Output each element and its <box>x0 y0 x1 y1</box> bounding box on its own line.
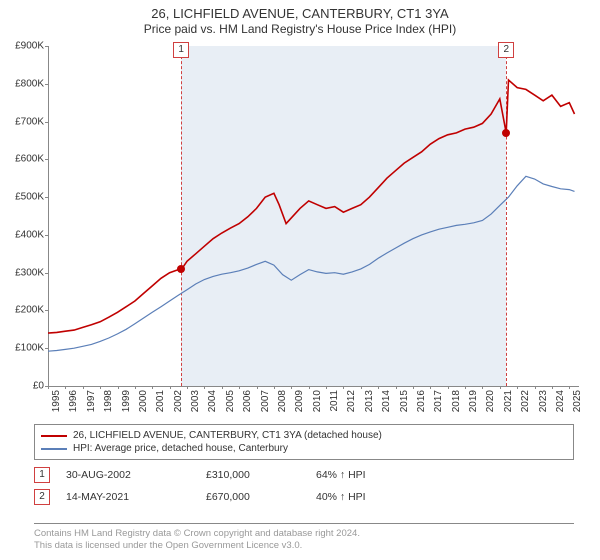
x-tick-label: 2019 <box>468 390 479 412</box>
legend-label: 26, LICHFIELD AVENUE, CANTERBURY, CT1 3Y… <box>73 430 382 441</box>
chart-container: 26, LICHFIELD AVENUE, CANTERBURY, CT1 3Y… <box>0 0 600 560</box>
y-tick-label: £800K <box>2 78 44 89</box>
x-tick-label: 2008 <box>277 390 288 412</box>
chart-subtitle: Price paid vs. HM Land Registry's House … <box>0 22 600 36</box>
title-block: 26, LICHFIELD AVENUE, CANTERBURY, CT1 3Y… <box>0 0 600 36</box>
chart-title: 26, LICHFIELD AVENUE, CANTERBURY, CT1 3Y… <box>0 6 600 21</box>
x-tick-label: 2002 <box>173 390 184 412</box>
legend-item-property: 26, LICHFIELD AVENUE, CANTERBURY, CT1 3Y… <box>41 429 567 442</box>
annotation-pct: 64% ↑ HPI <box>316 469 366 481</box>
x-tick-label: 2018 <box>451 390 462 412</box>
x-tick-label: 1995 <box>51 390 62 412</box>
x-tick-label: 2020 <box>485 390 496 412</box>
annotation-pct: 40% ↑ HPI <box>316 491 366 503</box>
x-tick-label: 2015 <box>399 390 410 412</box>
x-tick-label: 2025 <box>572 390 583 412</box>
x-tick-label: 2001 <box>155 390 166 412</box>
x-tick-label: 2017 <box>433 390 444 412</box>
series-property <box>48 80 575 333</box>
y-tick-label: £300K <box>2 267 44 278</box>
y-tick-label: £200K <box>2 305 44 316</box>
x-tick-label: 2021 <box>503 390 514 412</box>
legend-swatch <box>41 448 67 450</box>
x-tick-label: 2009 <box>294 390 305 412</box>
x-tick-label: 2023 <box>538 390 549 412</box>
event-number-box: 2 <box>498 42 514 58</box>
x-tick-label: 2016 <box>416 390 427 412</box>
annotation-table: 1 30-AUG-2002 £310,000 64% ↑ HPI 2 14-MA… <box>34 464 574 508</box>
x-tick-label: 2012 <box>346 390 357 412</box>
x-tick-label: 2006 <box>242 390 253 412</box>
x-tick-label: 2011 <box>329 390 340 412</box>
x-tick-label: 2004 <box>207 390 218 412</box>
footer-line: This data is licensed under the Open Gov… <box>34 540 574 552</box>
x-tick-label: 1996 <box>68 390 79 412</box>
x-tick-label: 1997 <box>86 390 97 412</box>
annotation-number: 2 <box>34 489 50 505</box>
legend-swatch <box>41 435 67 437</box>
footer-line: Contains HM Land Registry data © Crown c… <box>34 528 574 540</box>
y-tick-label: £0 <box>2 381 44 392</box>
y-tick-label: £100K <box>2 343 44 354</box>
annotation-price: £670,000 <box>206 491 316 503</box>
x-tick-label: 2010 <box>312 390 323 412</box>
annotation-row: 2 14-MAY-2021 £670,000 40% ↑ HPI <box>34 486 574 508</box>
y-tick-label: £400K <box>2 229 44 240</box>
x-tick-label: 1999 <box>121 390 132 412</box>
event-dot <box>177 265 185 273</box>
y-tick-label: £500K <box>2 192 44 203</box>
annotation-date: 14-MAY-2021 <box>66 491 206 503</box>
event-dot <box>502 129 510 137</box>
chart-area: £0£100K£200K£300K£400K£500K£600K£700K£80… <box>48 46 578 386</box>
x-tick-label: 2000 <box>138 390 149 412</box>
y-tick-label: £600K <box>2 154 44 165</box>
x-tick-label: 2003 <box>190 390 201 412</box>
x-tick-label: 2014 <box>381 390 392 412</box>
footer-attribution: Contains HM Land Registry data © Crown c… <box>34 523 574 553</box>
event-number-box: 1 <box>173 42 189 58</box>
x-tick-label: 2007 <box>260 390 271 412</box>
line-series-svg <box>48 46 578 386</box>
x-tick-label: 2024 <box>555 390 566 412</box>
legend: 26, LICHFIELD AVENUE, CANTERBURY, CT1 3Y… <box>34 424 574 460</box>
annotation-date: 30-AUG-2002 <box>66 469 206 481</box>
y-tick-label: £900K <box>2 41 44 52</box>
y-tick-label: £700K <box>2 116 44 127</box>
x-tick-label: 1998 <box>103 390 114 412</box>
annotation-number: 1 <box>34 467 50 483</box>
annotation-price: £310,000 <box>206 469 316 481</box>
legend-item-hpi: HPI: Average price, detached house, Cant… <box>41 442 567 455</box>
legend-label: HPI: Average price, detached house, Cant… <box>73 443 288 454</box>
x-tick-label: 2013 <box>364 390 375 412</box>
annotation-row: 1 30-AUG-2002 £310,000 64% ↑ HPI <box>34 464 574 486</box>
x-tick-label: 2005 <box>225 390 236 412</box>
x-tick-label: 2022 <box>520 390 531 412</box>
